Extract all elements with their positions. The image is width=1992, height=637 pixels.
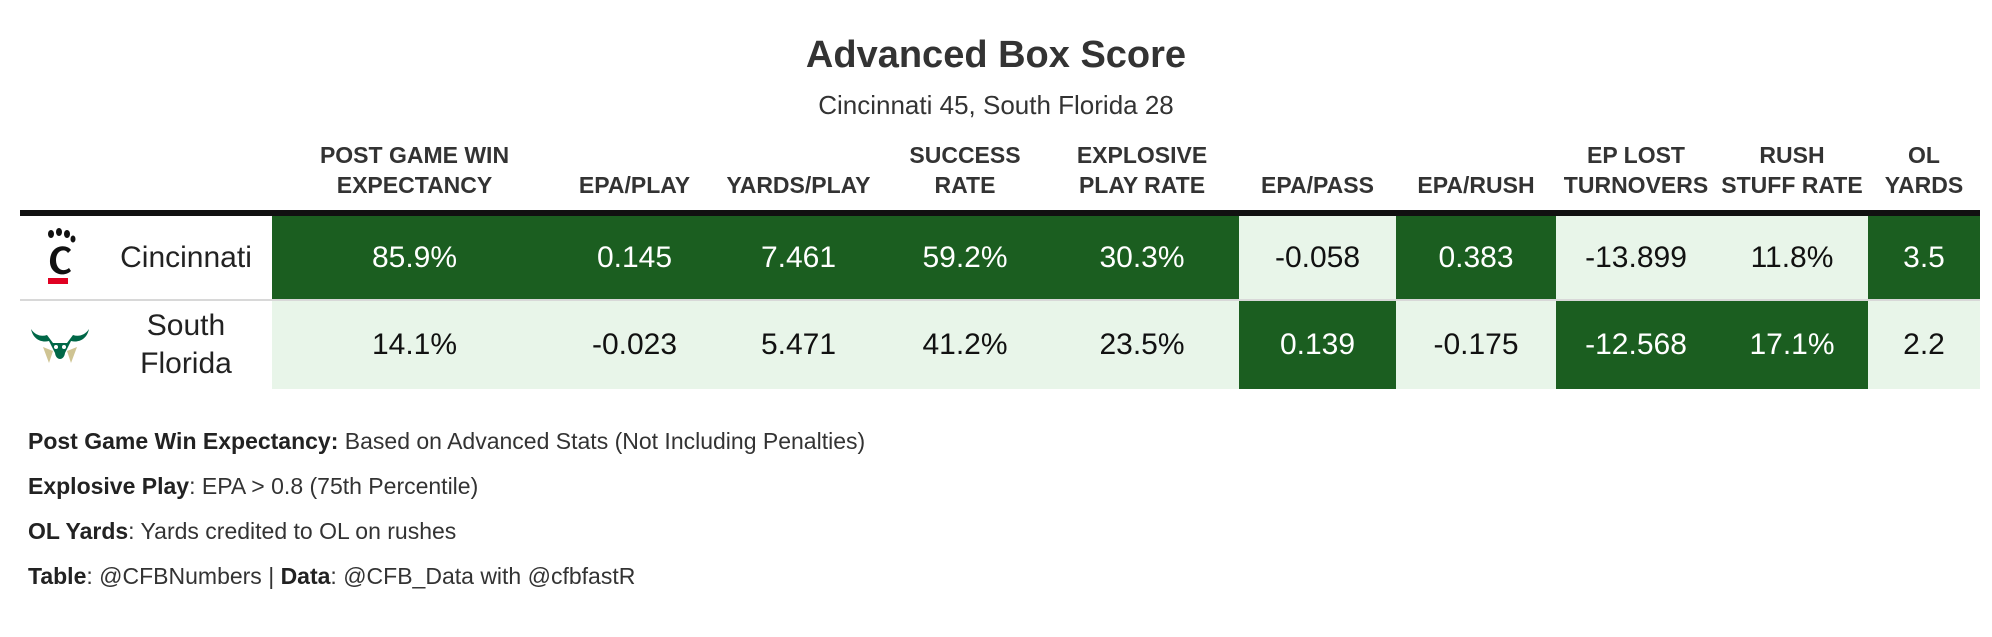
cell-epa-rush: -0.175 — [1396, 299, 1556, 389]
note-label: Post Game Win Expectancy: — [28, 428, 339, 454]
header-epa-pass: EPA/PASS — [1239, 140, 1396, 216]
credits-table-text: : @CFBNumbers | — [86, 563, 281, 589]
note-text: : EPA > 0.8 (75th Percentile) — [189, 473, 479, 499]
header-yards-play: YARDS/PLAY — [712, 140, 885, 216]
header-epa-play: EPA/PLAY — [557, 140, 712, 216]
footnotes: Post Game Win Expectancy: Based on Advan… — [28, 428, 865, 608]
table-row-cincinnati: Cincinnati 85.9% 0.145 7.461 59.2% 30.3%… — [20, 213, 1980, 300]
cell-success-rate: 59.2% — [885, 213, 1045, 300]
cell-rush-stuff-rate: 17.1% — [1716, 299, 1868, 389]
cell-success-rate: 41.2% — [885, 299, 1045, 389]
cell-epa-play: 0.145 — [557, 213, 712, 300]
header-explosive-play-rate: EXPLOSIVE PLAY RATE — [1045, 140, 1239, 216]
header-logo — [20, 140, 100, 216]
header-win-expectancy: POST GAME WIN EXPECTANCY — [272, 140, 557, 216]
cell-rush-stuff-rate: 11.8% — [1716, 213, 1868, 300]
header-ol-yards: OL YARDS — [1868, 140, 1980, 216]
cell-ep-lost-turnovers: -13.899 — [1556, 213, 1716, 300]
cell-epa-rush: 0.383 — [1396, 213, 1556, 300]
note-text: Based on Advanced Stats (Not Including P… — [338, 428, 866, 454]
cell-ep-lost-turnovers: -12.568 — [1556, 299, 1716, 389]
usf-logo-cell — [20, 299, 100, 389]
cell-ol-yards: 3.5 — [1868, 213, 1980, 300]
note-label: Explosive Play — [28, 473, 190, 499]
credits-data-label: Data — [280, 563, 331, 589]
note-win-expectancy: Post Game Win Expectancy: Based on Advan… — [28, 428, 865, 473]
header-ep-lost-turnovers: EP LOST TURNOVERS — [1556, 140, 1716, 216]
cell-ol-yards: 2.2 — [1868, 299, 1980, 389]
note-explosive-play: Explosive Play: EPA > 0.8 (75th Percenti… — [28, 473, 865, 518]
note-label: OL Yards — [28, 518, 129, 544]
cell-win-expectancy: 14.1% — [272, 299, 557, 389]
chart-title: Advanced Box Score — [805, 34, 1187, 76]
header-rush-stuff-rate: RUSH STUFF RATE — [1716, 140, 1868, 216]
cell-epa-play: -0.023 — [557, 299, 712, 389]
note-text: : Yards credited to OL on rushes — [128, 518, 457, 544]
cell-explosive-play-rate: 23.5% — [1045, 299, 1239, 389]
header-row: POST GAME WIN EXPECTANCY EPA/PLAY YARDS/… — [20, 140, 1980, 216]
cell-epa-pass: 0.139 — [1239, 299, 1396, 389]
team-name: Cincinnati — [100, 213, 272, 300]
box-score-table: POST GAME WIN EXPECTANCY EPA/PLAY YARDS/… — [20, 140, 1980, 389]
credits: Table: @CFBNumbers | Data: @CFB_Data wit… — [28, 563, 865, 608]
header-team — [100, 140, 272, 216]
usf-bull-logo — [31, 329, 89, 363]
cell-yards-play: 7.461 — [712, 213, 885, 300]
chart-subtitle: Cincinnati 45, South Florida 28 — [818, 90, 1174, 120]
cell-epa-pass: -0.058 — [1239, 213, 1396, 300]
credits-data-text: : @CFB_Data with @cfbfastR — [330, 563, 636, 589]
cell-yards-play: 5.471 — [712, 299, 885, 389]
header-success-rate: SUCCESS RATE — [885, 140, 1045, 216]
cincinnati-logo-cell — [20, 213, 100, 300]
cell-explosive-play-rate: 30.3% — [1045, 213, 1239, 300]
table-row-south-florida: South Florida 14.1% -0.023 5.471 41.2% 2… — [20, 299, 1980, 389]
cincinnati-c-logo — [48, 227, 76, 284]
note-ol-yards: OL Yards: Yards credited to OL on rushes — [28, 518, 865, 563]
credits-table-label: Table — [28, 563, 87, 589]
header-epa-rush: EPA/RUSH — [1396, 140, 1556, 216]
team-name: South Florida — [100, 299, 272, 389]
cell-win-expectancy: 85.9% — [272, 213, 557, 300]
